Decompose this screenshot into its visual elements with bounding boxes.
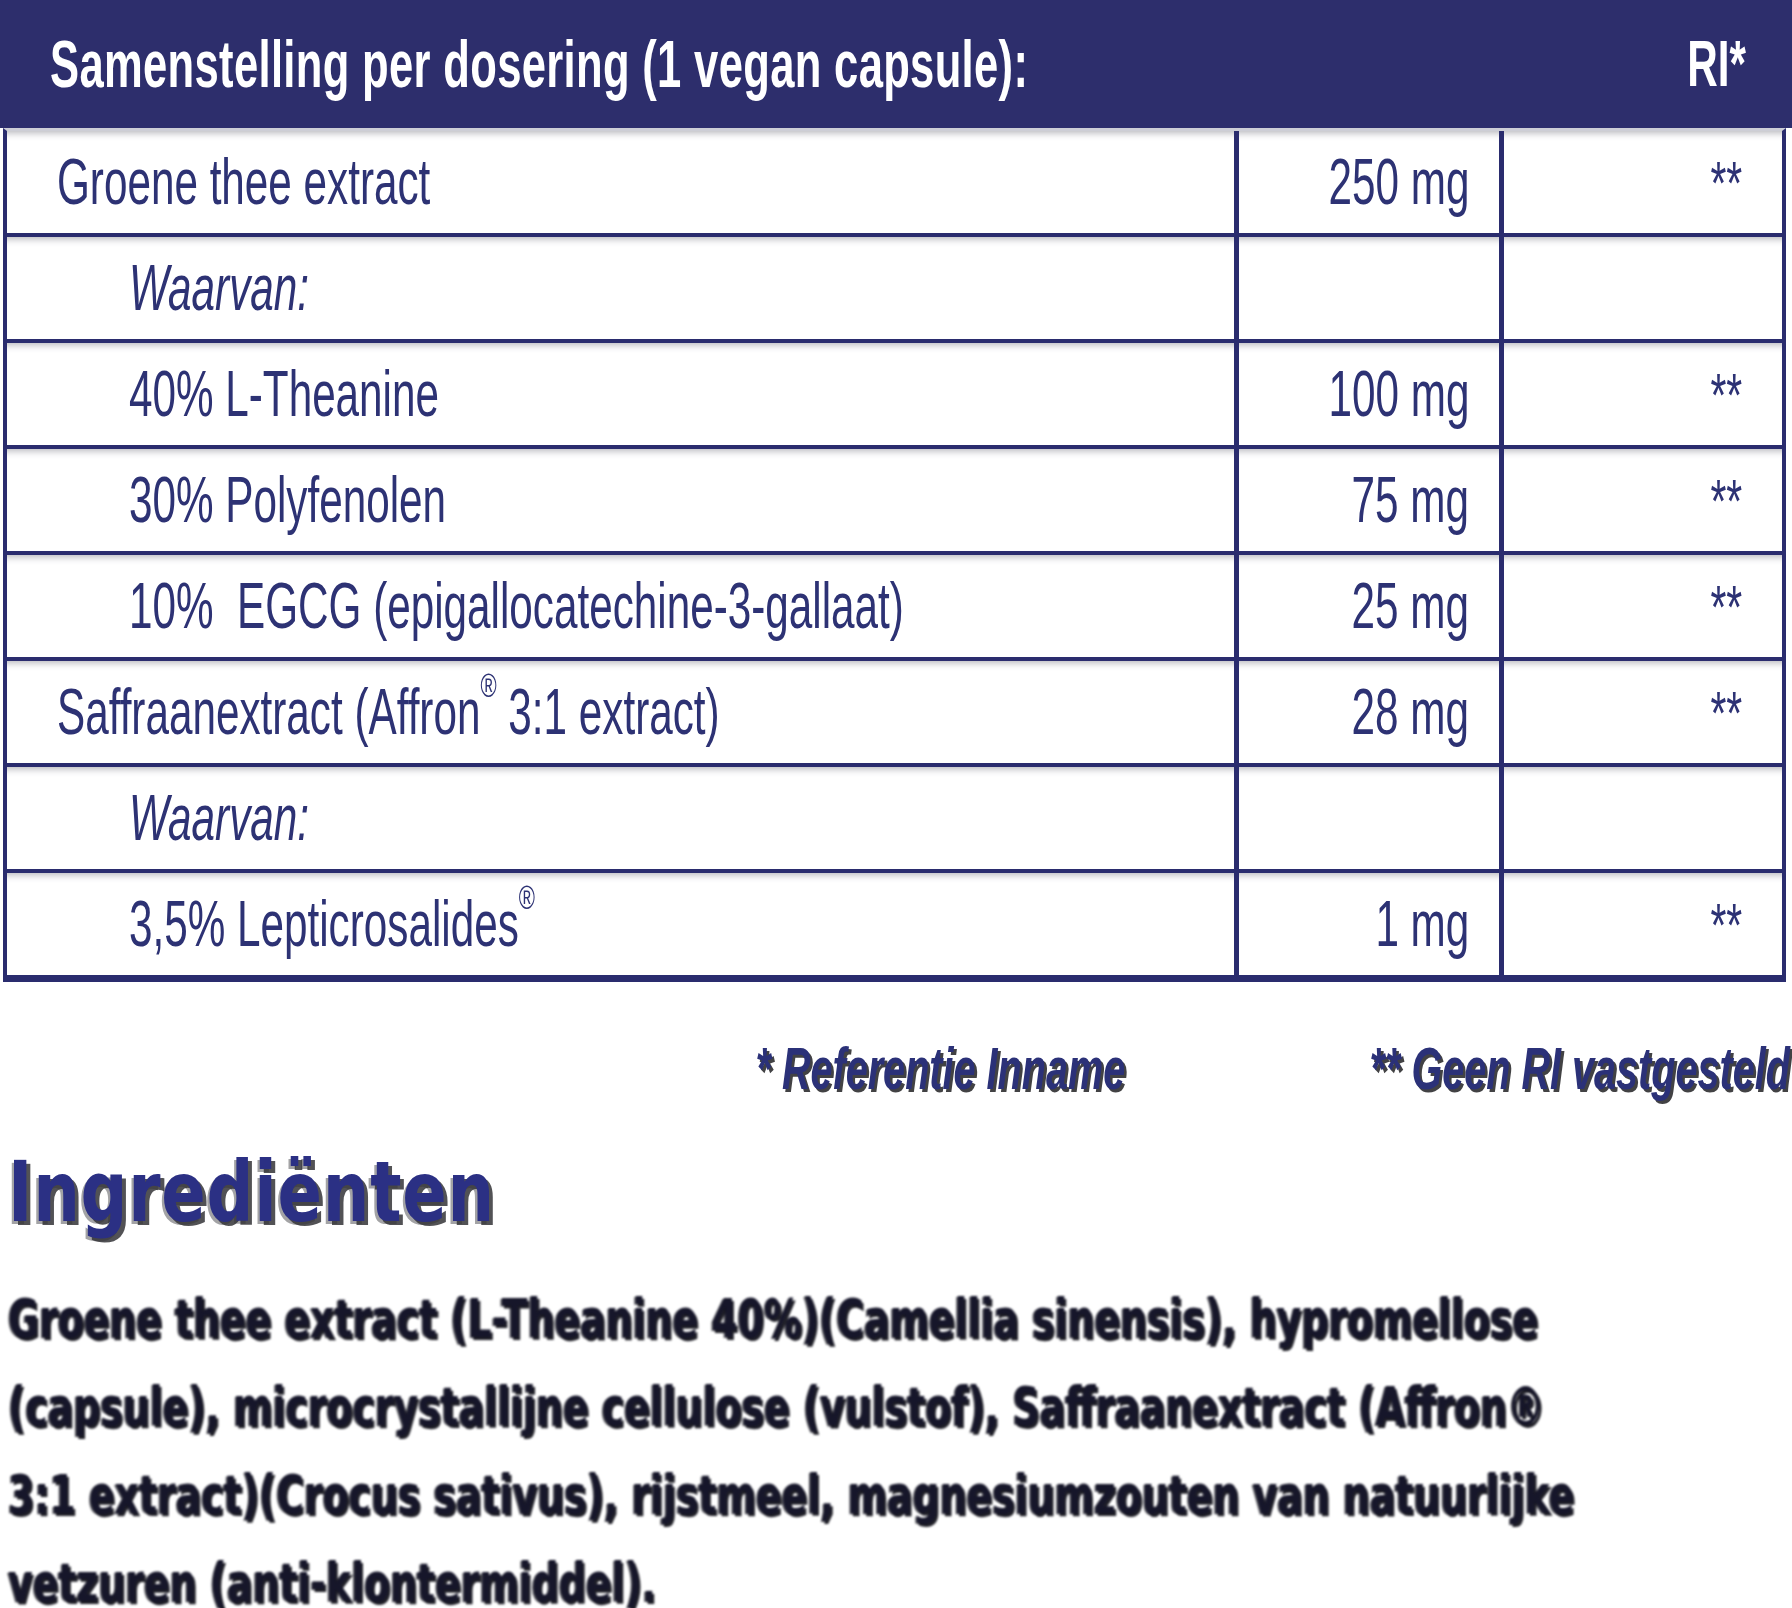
registered-mark: ®	[519, 879, 535, 916]
composition-title: Samenstelling per dosering (1 vegan caps…	[50, 26, 1532, 102]
ri-cell	[1499, 767, 1782, 869]
ingredient-name-cell: Waarvan:	[7, 237, 1234, 339]
ri-header-label: RI*	[1657, 27, 1746, 101]
table-row: Waarvan:	[7, 237, 1782, 343]
footnote-geen-ri: ** Geen RI vastgesteld	[1370, 1034, 1790, 1103]
ingredients-heading-text: Ingrediënten	[8, 1143, 495, 1241]
footnote-referentie-inname: * Referentie Inname	[755, 1034, 1125, 1103]
ingredient-name-cell: Saffraanextract (Affron® 3:1 extract)	[7, 661, 1234, 763]
amount-cell: 1 mg	[1234, 873, 1499, 975]
table-row: Groene thee extract 250 mg **	[7, 131, 1782, 237]
ri-text: **	[1710, 465, 1742, 536]
ri-text: **	[1710, 889, 1742, 960]
ingredient-name-cell: 3,5% Lepticrosalides®	[7, 873, 1234, 975]
ingredient-name-text: 3,5% Lepticrosalides®	[129, 887, 535, 961]
header-bar: Samenstelling per dosering (1 vegan caps…	[0, 0, 1792, 128]
ingredient-name-cell: Waarvan:	[7, 767, 1234, 869]
ingredient-name-cell: 40% L-Theanine	[7, 343, 1234, 445]
table-row: Saffraanextract (Affron® 3:1 extract) 28 …	[7, 661, 1782, 767]
amount-cell: 75 mg	[1234, 449, 1499, 551]
ingredients-line-text: Groene thee extract (L-Theanine 40%)(Cam…	[8, 1275, 1538, 1363]
ri-header-text: RI*	[1687, 27, 1746, 101]
ri-text: **	[1710, 147, 1742, 218]
amount-cell: 28 mg	[1234, 661, 1499, 763]
ingredient-name-text: Saffraanextract (Affron® 3:1 extract)	[57, 675, 720, 749]
ri-cell: **	[1499, 343, 1782, 445]
amount-text: 100 mg	[1328, 357, 1469, 431]
ingredient-name-cell: Groene thee extract	[7, 131, 1234, 233]
amount-text: 28 mg	[1352, 675, 1469, 749]
ingredients-line: Groene thee extract (L-Theanine 40%)(Cam…	[8, 1275, 1792, 1363]
amount-cell	[1234, 767, 1499, 869]
amount-cell	[1234, 237, 1499, 339]
amount-text: 250 mg	[1328, 145, 1469, 219]
ingredients-line-text: (capsule), microcrystallijne cellulose (…	[8, 1363, 1545, 1451]
ingredients-line: (capsule), microcrystallijne cellulose (…	[8, 1363, 1792, 1451]
table-row: 40% L-Theanine 100 mg **	[7, 343, 1782, 449]
ri-cell: **	[1499, 555, 1782, 657]
amount-cell: 100 mg	[1234, 343, 1499, 445]
ingredients-line-text: vetzuren (anti-klontermiddel).	[8, 1539, 656, 1608]
ingredients-line: 3:1 extract)(Crocus sativus), rijstmeel,…	[8, 1451, 1792, 1539]
ingredient-name-text: Waarvan:	[129, 781, 309, 855]
ingredient-name-text: Waarvan:	[129, 251, 309, 325]
ingredient-name-text: Groene thee extract	[57, 145, 430, 219]
ingredients-line-text: 3:1 extract)(Crocus sativus), rijstmeel,…	[8, 1451, 1574, 1539]
ingredients-line: vetzuren (anti-klontermiddel).	[8, 1539, 1792, 1608]
ri-text: **	[1710, 571, 1742, 642]
footnote: * Referentie Inname ** Geen RI vastgestel…	[0, 1034, 1792, 1103]
amount-text: 75 mg	[1352, 463, 1469, 537]
ri-text: **	[1710, 677, 1742, 748]
ri-cell: **	[1499, 449, 1782, 551]
ingredient-name-text: 30% Polyfenolen	[129, 463, 446, 537]
table-row: 3,5% Lepticrosalides® 1 mg **	[7, 873, 1782, 975]
ri-cell: **	[1499, 873, 1782, 975]
table-row: 30% Polyfenolen 75 mg **	[7, 449, 1782, 555]
ri-cell	[1499, 237, 1782, 339]
amount-text: 1 mg	[1375, 887, 1469, 961]
table-row: Waarvan:	[7, 767, 1782, 873]
amount-text: 25 mg	[1352, 569, 1469, 643]
registered-mark: ®	[480, 667, 496, 704]
composition-title-text: Samenstelling per dosering (1 vegan caps…	[50, 26, 1028, 102]
ri-cell: **	[1499, 661, 1782, 763]
ri-cell: **	[1499, 131, 1782, 233]
amount-cell: 250 mg	[1234, 131, 1499, 233]
table-row: 10% EGCG (epigallocatechine-3-gallaat) 25…	[7, 555, 1782, 661]
composition-table: Groene thee extract 250 mg ** Waarvan: 40% L…	[3, 128, 1786, 982]
ingredients-heading: Ingrediënten	[8, 1143, 1792, 1241]
amount-cell: 25 mg	[1234, 555, 1499, 657]
ingredient-name-text: 10% EGCG (epigallocatechine-3-gallaat)	[129, 569, 904, 643]
ingredient-name-cell: 30% Polyfenolen	[7, 449, 1234, 551]
ingredient-name-text: 40% L-Theanine	[129, 357, 439, 431]
ingredients-paragraph: Groene thee extract (L-Theanine 40%)(Cam…	[8, 1275, 1792, 1608]
ri-text: **	[1710, 359, 1742, 430]
ingredient-name-cell: 10% EGCG (epigallocatechine-3-gallaat)	[7, 555, 1234, 657]
